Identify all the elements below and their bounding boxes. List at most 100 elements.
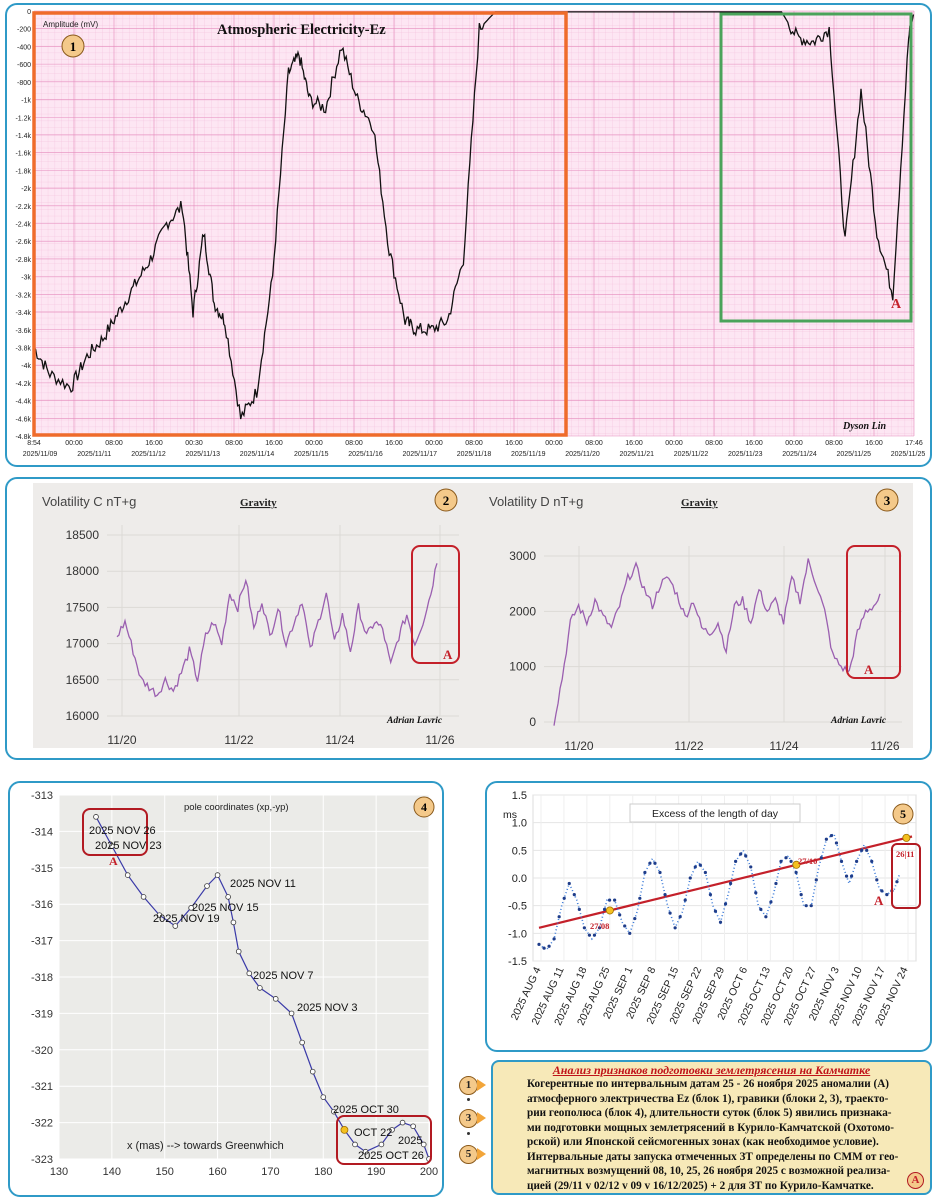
ez-x-time-label: 00:00 (305, 440, 323, 447)
pole-data-point (410, 1123, 416, 1130)
ez-y-tick-label: -1.8k (15, 168, 31, 175)
analysis-arrow-1 (477, 1079, 486, 1091)
pole-label-oct22: OCT 22 (354, 1127, 392, 1139)
ez-series-line (33, 11, 915, 420)
pole-highlight-box-oct (336, 1115, 432, 1165)
ez-x-time-label: 16:00 (265, 440, 283, 447)
analysis-text: Когерентные по интервальным датам 25 - 2… (527, 1078, 899, 1192)
pole-data-point (257, 985, 263, 991)
lod-marker-a: A (874, 893, 884, 908)
ez-author: Dyson Lin (842, 421, 887, 432)
lod-data-point (668, 911, 672, 915)
ez-x-date-label: 2025/11/18 (457, 451, 492, 458)
pole-data-point (352, 1141, 358, 1148)
lod-data-point (784, 856, 788, 860)
lod-data-point (789, 859, 793, 863)
ez-x-date-label: 2025/11/21 (619, 451, 654, 458)
ez-x-time-label: 08:00 (825, 440, 843, 447)
ez-x-time-label: 08:00 (585, 440, 603, 447)
lod-data-point (754, 891, 758, 895)
lod-data-point (703, 870, 707, 875)
ez-y-tick-label: -1.4k (15, 133, 31, 140)
ez-y-tick-label: -4k (21, 363, 31, 370)
lod-unit: ms (503, 809, 517, 821)
ez-y-tick-label: -3k (21, 275, 31, 282)
ez-highlight-box-orange (32, 11, 568, 437)
gravity-c-badge (434, 488, 458, 512)
lod-data-point (613, 898, 617, 902)
ez-y-tick-label: -2.2k (15, 204, 31, 211)
lod-data-point (607, 898, 612, 902)
ez-x-date-label: 2025/11/12 (131, 451, 166, 458)
gravity-d-highlight-box (846, 545, 901, 679)
ez-x-date-label: 2025/11/19 (511, 451, 546, 458)
gravity-d-x-tick-label: 11/24 (769, 739, 798, 753)
pole-y-tick-label: -315 (31, 863, 53, 875)
lod-data-point (698, 863, 702, 867)
lod-data-point (824, 837, 828, 841)
lod-data-point (547, 944, 551, 948)
lod-data-point (759, 907, 763, 911)
ez-x-date-label: 2025/11/14 (240, 451, 275, 458)
lod-data-point (774, 881, 778, 886)
lod-data-point (572, 893, 576, 897)
ez-y-tick-label: -2k (21, 186, 31, 193)
lod-data-point (587, 933, 592, 937)
ez-x-time-label: 16:00 (745, 440, 763, 447)
pole-y-tick-label: -323 (31, 1154, 53, 1166)
ez-x-time-label: 16:00 (625, 440, 643, 447)
gravity-charts: Volatility C nT+g Gravity 2 18500 18000 17… (42, 488, 902, 753)
lod-data-point (577, 907, 581, 911)
pole-data-point (389, 1127, 395, 1133)
pole-label-oct30: 2025 OCT 30 (333, 1104, 399, 1116)
pole-data-point (225, 894, 231, 900)
pole-badge-text: 4 (421, 800, 427, 814)
pole-data-point (309, 1068, 316, 1075)
ez-x-date-label: 2025/11/09 (23, 451, 58, 458)
lod-data-point (648, 861, 652, 865)
ez-y-tick-label: -200 (17, 27, 31, 34)
lod-data-point (804, 904, 808, 908)
lod-y-tick-label: 1.0 (512, 818, 527, 830)
pole-data-point (288, 1010, 295, 1017)
gravity-d-author: Adrian Lavric (830, 716, 887, 726)
pole-data-point (331, 1108, 337, 1115)
analysis-box: Анализ признаков подготовки землетрясени… (491, 1060, 932, 1195)
gravity-c-y-tick-label: 18500 (66, 528, 100, 542)
pole-y-tick-label: -313 (31, 790, 53, 802)
lod-data-point (875, 878, 879, 882)
ez-x-date-label: 2025/11/13 (185, 451, 220, 458)
lod-data-point (557, 915, 561, 919)
lod-data-point (708, 893, 713, 897)
lod-data-point (562, 896, 566, 900)
ez-x-time-label: 00:00 (785, 440, 803, 447)
gravity-d-subtitle: Gravity (681, 497, 718, 509)
lod-data-point (567, 881, 571, 886)
lod-data-point (643, 870, 647, 875)
pole-x-tick-label: 140 (103, 1166, 121, 1178)
ez-y-tick-label: 0 (27, 9, 31, 16)
lod-data-point (849, 874, 854, 878)
pole-y-tick-label: -321 (31, 1081, 53, 1093)
analysis-dot (467, 1132, 470, 1135)
lod-y-tick-label: 0.5 (512, 845, 527, 857)
pole-label-2025: 2025 (398, 1135, 422, 1147)
pole-data-point (362, 1148, 369, 1155)
pole-y-tick-label: -314 (31, 826, 53, 838)
lod-data-point (855, 859, 859, 863)
analysis-title: Анализ признаков подготовки землетрясени… (552, 1063, 871, 1077)
pole-data-point (172, 923, 179, 929)
ez-x-time-label: 00:00 (665, 440, 683, 447)
ez-x-date-label: 2025/11/15 (294, 451, 329, 458)
ez-axis-label: Amplitude (mV) (43, 20, 98, 29)
ez-y-tick-label: -1.6k (15, 151, 31, 158)
pole-label-nov23: 2025 NOV 23 (95, 840, 162, 852)
gravity-d-y-tick-label: 1000 (509, 660, 536, 674)
pole-data-point (156, 912, 163, 918)
ez-x-time-label: 00:00 (545, 440, 563, 447)
pole-label-nov11: 2025 NOV 11 (230, 878, 296, 890)
ez-x-date-label: 2025/11/20 (565, 451, 600, 458)
ez-x-time-label: 08:00 (105, 440, 123, 447)
lod-data-point (839, 859, 844, 863)
pole-data-point (230, 919, 237, 926)
